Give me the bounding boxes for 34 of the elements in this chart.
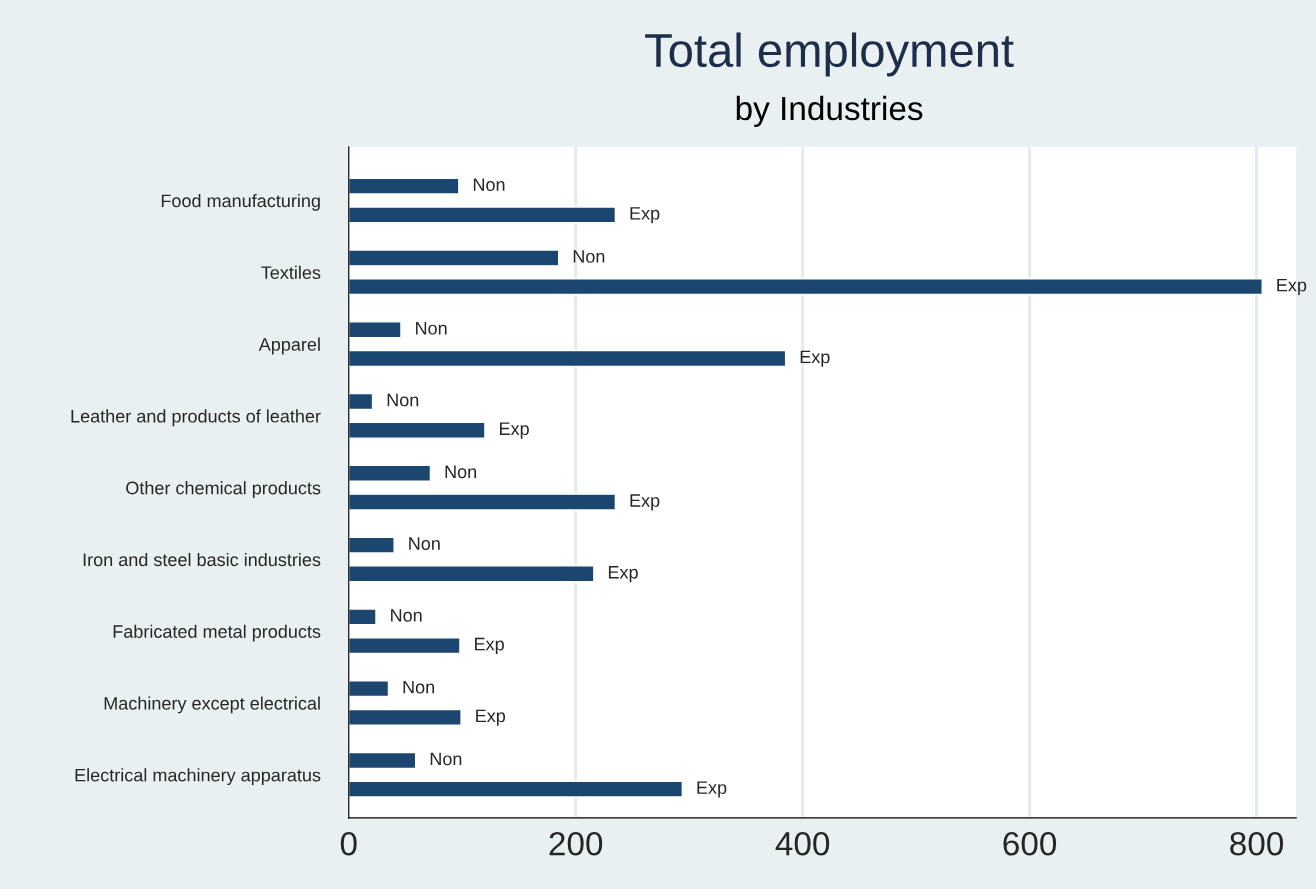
chart-subtitle: by Industries (736, 95, 923, 127)
chart-title: Total employment (645, 32, 1014, 77)
text: Exp (697, 781, 727, 798)
series-label: Non (403, 680, 435, 694)
x-tick-label: 200 (549, 831, 603, 856)
text: Non (387, 393, 419, 407)
text: Exp (800, 350, 830, 367)
y-tick-label: Electrical machinery apparatus (75, 768, 321, 786)
y-tick-label: Leather and products of leather (71, 409, 321, 427)
text: Exp (476, 709, 506, 726)
text: Exp (630, 207, 660, 224)
text: Exp (608, 566, 638, 583)
text: Exp (630, 494, 660, 511)
text: Non (391, 609, 422, 622)
y-tick-label: Fabricated metal products (113, 624, 321, 642)
text: Non (416, 321, 447, 335)
x-tick-label: 600 (1003, 831, 1057, 856)
text: Non (430, 752, 462, 766)
y-tick-label: Apparel (258, 337, 320, 355)
text: Exp (1277, 278, 1307, 296)
text: Exp (500, 422, 529, 439)
series-label: Exp (475, 637, 504, 655)
y-tick-label: Machinery except electrical (104, 696, 320, 714)
y-tick-label: Other chemical products (126, 481, 321, 498)
y-tick-label: Iron and steel basic industries (83, 552, 321, 567)
y-tick-label: Food manufacturing (161, 193, 320, 211)
x-tick-label: 400 (775, 831, 830, 856)
text: Non (573, 250, 605, 263)
y-tick-label: Textiles (261, 265, 321, 280)
x-tick-label: 0 (340, 831, 357, 856)
text: Non (445, 465, 477, 479)
x-tick-label: 800 (1230, 831, 1284, 856)
text: Non (409, 537, 440, 550)
text: Non (473, 178, 505, 192)
